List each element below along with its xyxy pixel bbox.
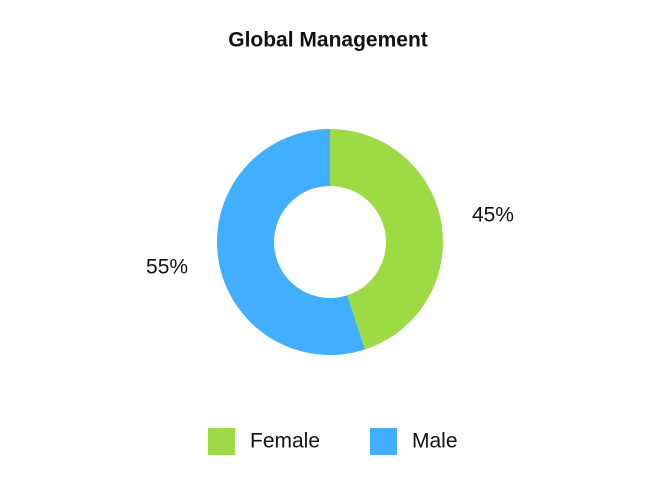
value-label: 55% — [146, 255, 188, 278]
chart-title: Global Management — [228, 29, 428, 52]
value-label: 45% — [472, 204, 514, 227]
legend-swatch — [208, 428, 235, 455]
legend-label: Male — [412, 430, 458, 453]
donut-slice — [217, 129, 365, 355]
donut-slice — [330, 129, 443, 350]
legend-label: Female — [250, 430, 320, 453]
legend-swatch — [370, 428, 397, 455]
